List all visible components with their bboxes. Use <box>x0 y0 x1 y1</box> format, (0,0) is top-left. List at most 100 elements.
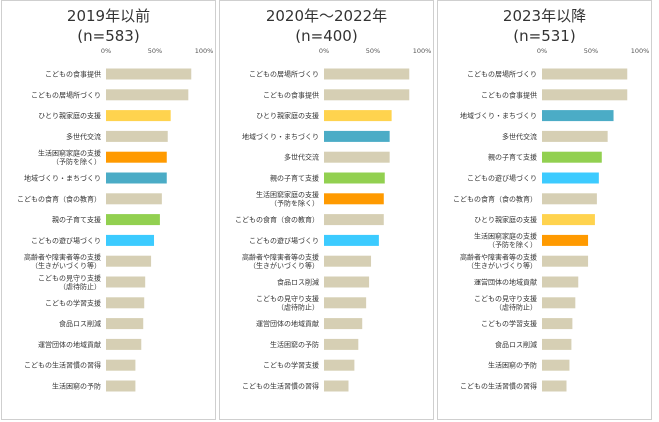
category-label: 高齢者や障害者等の支援（生きがいづくり等） <box>24 252 101 270</box>
bar <box>324 380 349 392</box>
x-tick-label: 100% <box>631 47 650 55</box>
bar <box>324 255 372 267</box>
bar <box>542 89 628 101</box>
category-label: 食品ロス削減 <box>277 278 319 287</box>
bar <box>542 234 589 246</box>
bar <box>106 276 146 288</box>
category-label: こどもの生活習慣の習得 <box>242 382 319 391</box>
x-tick-label: 0% <box>101 47 111 55</box>
category-label: 生活困窮家庭の支援（予防を除く） <box>38 148 101 166</box>
bar <box>542 193 597 205</box>
bar <box>542 172 599 184</box>
bar <box>106 380 136 392</box>
bar <box>324 276 370 288</box>
x-tick-label: 100% <box>413 47 432 55</box>
chart-subtitle: (n=583) <box>77 27 140 45</box>
category-label: 生活困窮家庭の支援（予防を除く） <box>474 232 537 250</box>
bar <box>324 338 359 350</box>
category-label: こどもの居場所づくり <box>249 70 319 79</box>
category-label: こどもの居場所づくり <box>31 90 101 99</box>
category-label: 食品ロス削減 <box>59 319 101 328</box>
x-tick-label: 0% <box>537 47 547 55</box>
category-label: 高齢者や障害者等の支援（生きがいづくり等） <box>242 252 319 270</box>
chart-panel-2020-2022: 2020年～2022年 (n=400) 0% 50% 100% こどもの居場所づくりこ… <box>219 0 434 420</box>
category-label: 地域づくり・まちづくり <box>242 132 319 141</box>
bar <box>542 68 628 80</box>
x-tick-label: 50% <box>366 47 380 55</box>
category-label: ひとり親家庭の支援 <box>38 111 101 120</box>
category-label: こどもの食事提供 <box>263 90 319 99</box>
chart-panel-2023: 2023年以降 (n=531) 0% 50% 100% こどもの居場所づくり こどもの食… <box>437 0 652 420</box>
bar <box>324 110 392 122</box>
bar <box>324 130 390 142</box>
category-label: こどもの食育（食の教育） <box>235 215 319 224</box>
chart-panel-2019: 2019年以前 (n=583) 0% 50% 100% こどもの食事提供こどもの居場所… <box>1 0 216 420</box>
category-label: 多世代交流 <box>284 153 319 162</box>
bar <box>542 214 595 226</box>
category-label: こどもの学習支援 <box>481 319 537 328</box>
bar <box>324 89 410 101</box>
bar <box>542 318 573 330</box>
bar <box>106 172 167 184</box>
category-label: こどもの居場所づくり <box>467 70 537 79</box>
x-tick-label: 0% <box>319 47 329 55</box>
chart-title: 2023年以降 <box>502 7 587 25</box>
category-label: 高齢者や障害者等の支援（生きがいづくり等） <box>460 252 537 270</box>
bar <box>106 338 142 350</box>
bar <box>324 193 384 205</box>
category-label: こどもの生活習慣の習得 <box>460 382 537 391</box>
category-label: 運営団体の地域貢献 <box>38 340 101 349</box>
category-label: 親の子育て支援 <box>270 174 319 183</box>
bar <box>542 255 589 267</box>
chart-title: 2019年以前 <box>66 7 151 25</box>
bar <box>106 89 189 101</box>
bar <box>542 130 608 142</box>
bar <box>106 234 155 246</box>
category-label: こどもの食事提供 <box>481 90 537 99</box>
bar <box>106 130 168 142</box>
bar <box>542 380 567 392</box>
bar <box>324 151 390 163</box>
bar <box>324 214 384 226</box>
bar <box>324 68 410 80</box>
bar <box>542 151 602 163</box>
category-label: ひとり親家庭の支援 <box>474 215 537 224</box>
bar <box>324 318 363 330</box>
category-label: 運営団体の地域貢献 <box>256 319 319 328</box>
category-label: こどもの食育（食の教育） <box>453 194 537 203</box>
category-label: 生活困窮家庭の支援（予防を除く） <box>256 190 319 208</box>
category-label: 地域づくり・まちづくり <box>24 174 101 183</box>
category-label: こどもの学習支援 <box>263 361 319 370</box>
category-label: こどもの食事提供 <box>45 70 101 79</box>
category-label: こどもの遊び場づくり <box>249 236 319 245</box>
category-label: 多世代交流 <box>66 132 101 141</box>
bar-chart-2019: 0% 50% 100% こどもの食事提供こどもの居場所づくりひとり親家庭の支援多世代交… <box>17 47 214 392</box>
bar <box>324 172 385 184</box>
category-label: 生活困窮の予防 <box>270 340 319 349</box>
category-label: こどもの食育（食の教育） <box>17 194 101 203</box>
category-label: こどもの生活習慣の習得 <box>24 361 101 370</box>
bar <box>542 338 572 350</box>
category-label: 食品ロス削減 <box>495 340 537 349</box>
chart-subtitle: (n=400) <box>295 27 358 45</box>
category-label: こどもの見守り支援（虐待防止） <box>474 294 537 312</box>
category-label: こどもの見守り支援（虐待防止） <box>256 294 319 312</box>
category-label: 生活困窮の予防 <box>52 382 101 391</box>
x-tick-label: 50% <box>148 47 162 55</box>
bar <box>106 297 145 309</box>
category-label: こどもの学習支援 <box>45 298 101 307</box>
bar-chart-2020-2022: 0% 50% 100% こどもの居場所づくりこどもの食事提供ひとり親家庭の支援地域づく… <box>235 47 432 392</box>
bar <box>106 359 136 371</box>
bar <box>106 68 192 80</box>
bar <box>106 255 152 267</box>
category-label: ひとり親家庭の支援 <box>256 111 319 120</box>
category-label: こどもの見守り支援（虐待防止） <box>38 273 101 291</box>
bar <box>542 297 576 309</box>
x-tick-label: 100% <box>195 47 214 55</box>
category-label: 親の子育て支援 <box>488 153 537 162</box>
bar <box>106 318 144 330</box>
bar <box>324 359 355 371</box>
category-label: 多世代交流 <box>502 132 537 141</box>
category-label: 親の子育て支援 <box>52 215 101 224</box>
bar <box>542 276 579 288</box>
